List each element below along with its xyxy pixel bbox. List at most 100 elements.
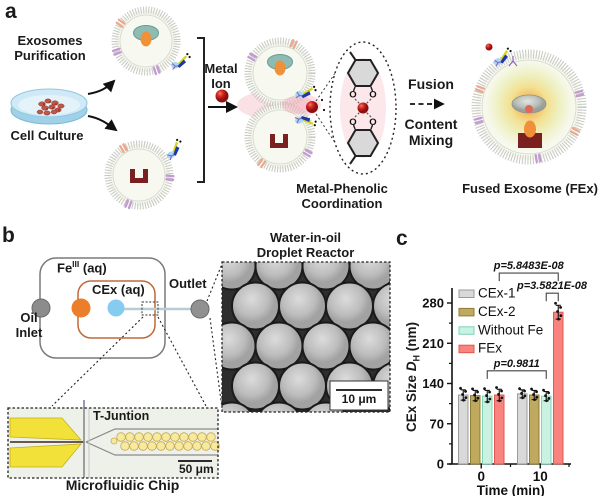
- bar-without-fe: [541, 395, 552, 465]
- exosome-cex1-icon: [111, 6, 193, 76]
- bar-cex-2: [470, 395, 481, 465]
- data-point: [483, 387, 486, 391]
- bar-without-fe: [482, 395, 493, 465]
- bracket: [197, 37, 205, 183]
- data-point: [464, 389, 467, 393]
- data-point: [533, 398, 536, 401]
- data-point: [559, 305, 562, 309]
- panel-b-label: b: [2, 224, 15, 247]
- bar-fex: [553, 311, 564, 465]
- data-point: [544, 394, 547, 398]
- data-point: [464, 396, 468, 399]
- data-point: [542, 388, 545, 392]
- legend-label: FEx: [478, 341, 502, 356]
- zoom-connectors-a: [315, 71, 337, 145]
- data-point: [459, 386, 462, 390]
- data-point: [535, 390, 538, 394]
- data-point: [547, 391, 550, 395]
- data-point: [497, 393, 500, 396]
- data-point: [532, 393, 535, 396]
- y-axis-label: CEx Size DH (nm): [404, 321, 422, 433]
- data-point: [498, 399, 501, 403]
- zoom-connectors-b: [51, 263, 223, 409]
- data-point: [485, 394, 488, 397]
- oil-inlet-icon: [31, 298, 51, 318]
- fused-exosome-icon: [471, 43, 587, 165]
- data-point: [462, 398, 465, 402]
- data-point: [557, 317, 560, 321]
- cex-inlet-icon: [107, 299, 125, 317]
- oxygen-label: O: [369, 117, 376, 128]
- p-value-label: p=3.5821E-08: [516, 280, 588, 292]
- legend-swatch: [458, 344, 475, 354]
- data-point: [559, 314, 563, 318]
- data-point: [545, 399, 548, 403]
- bar-cex-1: [458, 394, 469, 465]
- data-point: [556, 310, 559, 313]
- data-point: [547, 397, 551, 400]
- y-tick-label: 0: [437, 457, 444, 472]
- legend-label: CEx-1: [478, 286, 516, 301]
- y-tick-label: 70: [430, 416, 444, 431]
- p-value-label: p=0.9811: [493, 358, 540, 370]
- cex-phase-label: CEx (aq): [92, 282, 145, 297]
- significance-bracket: [545, 292, 559, 302]
- data-point: [476, 390, 479, 394]
- data-point: [473, 393, 476, 397]
- oil-inlet-label: Oil Inlet: [15, 310, 43, 340]
- data-point: [461, 393, 464, 396]
- outlet-label: Outlet: [169, 276, 207, 291]
- fusion-label: Fusion: [408, 76, 454, 92]
- data-point: [521, 396, 524, 400]
- content-mixing-label: Content Mixing: [404, 116, 458, 148]
- microfluidic-chip-caption: Microfluidic Chip: [65, 477, 180, 493]
- exosome-cex2-icon: [104, 136, 188, 210]
- data-point: [518, 387, 521, 391]
- x-axis-label: Time (min): [477, 483, 545, 496]
- data-point: [488, 397, 492, 401]
- metal-ion-icon: [215, 89, 229, 103]
- metal-ion-label: Metal Ion: [204, 61, 238, 91]
- bar-fex: [494, 394, 505, 465]
- oxygen-label: O: [349, 90, 356, 101]
- outlet-icon: [190, 299, 210, 319]
- scale-bar-50um-label: 50 μm: [179, 462, 214, 476]
- x-tick-label: 0: [477, 469, 485, 484]
- data-point: [530, 387, 533, 391]
- significance-bracket: [498, 272, 559, 282]
- data-point: [500, 396, 504, 400]
- data-point: [474, 399, 477, 403]
- metal-phenolic-structure-icon: O O O O: [329, 41, 397, 175]
- legend-swatch: [458, 289, 475, 298]
- panel-c-label: c: [396, 227, 408, 250]
- oxygen-label: O: [349, 117, 356, 128]
- data-point: [520, 392, 523, 395]
- bar-cex-2: [529, 394, 540, 465]
- droplet-reactor-image: [221, 261, 391, 413]
- y-tick-label: 280: [422, 296, 444, 311]
- data-point: [500, 389, 503, 393]
- microfluidic-chip-image: [7, 400, 220, 479]
- metal-phenolic-label: Metal-Phenolic Coordination: [296, 181, 388, 211]
- reactor-title: Water-in-oil Droplet Reactor: [256, 230, 355, 260]
- data-point: [486, 400, 489, 404]
- oxygen-label: O: [369, 90, 376, 101]
- y-tick-label: 210: [422, 336, 444, 351]
- legend-label: CEx-2: [478, 304, 516, 319]
- data-point: [495, 386, 498, 389]
- data-point: [488, 390, 491, 394]
- data-point: [535, 395, 539, 399]
- data-point: [523, 389, 526, 393]
- purification-arrows: [87, 79, 118, 132]
- exosomes-purification-label: Exosomes Purification: [14, 33, 86, 63]
- panel-a-label: a: [5, 0, 17, 23]
- petri-dish-icon: [10, 88, 88, 125]
- coordinated-exosome-pair-icon: [237, 37, 326, 173]
- legend-label: Without Fe: [478, 322, 543, 337]
- chip-schematic: [31, 257, 210, 359]
- cell-culture-label: Cell Culture: [10, 128, 84, 143]
- data-point: [523, 394, 527, 398]
- data-point: [471, 387, 474, 391]
